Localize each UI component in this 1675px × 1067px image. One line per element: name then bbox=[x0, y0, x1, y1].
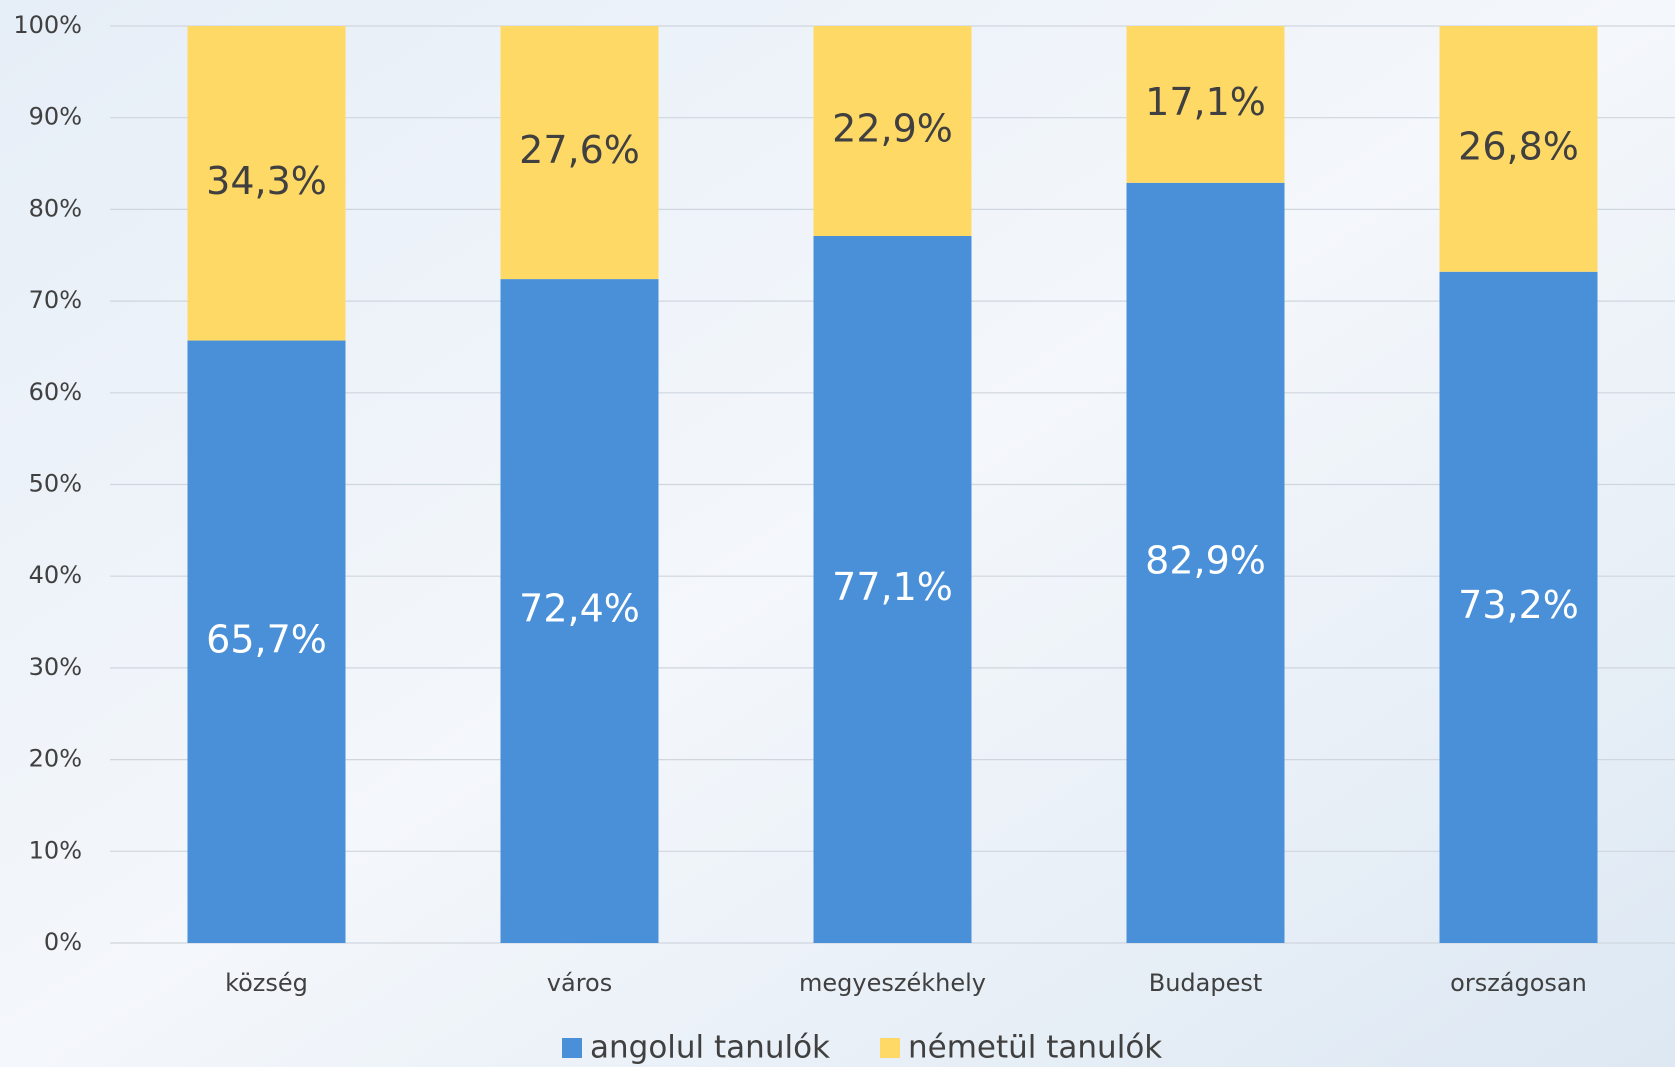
data-label: 72,4% bbox=[519, 587, 640, 631]
y-tick-label: 50% bbox=[29, 470, 82, 498]
legend-swatch bbox=[880, 1038, 900, 1058]
legend-label: angolul tanulók bbox=[590, 1030, 830, 1066]
y-tick-label: 70% bbox=[29, 286, 82, 314]
x-tick-label: Budapest bbox=[1149, 969, 1263, 997]
data-label: 27,6% bbox=[519, 128, 640, 172]
data-label: 17,1% bbox=[1145, 80, 1266, 124]
y-tick-label: 80% bbox=[29, 194, 82, 222]
y-tick-label: 90% bbox=[29, 103, 82, 131]
y-tick-label: 0% bbox=[44, 928, 82, 956]
y-tick-label: 60% bbox=[29, 378, 82, 406]
legend-swatch bbox=[562, 1038, 582, 1058]
bar-segment bbox=[1439, 271, 1598, 944]
bar-segment bbox=[500, 279, 659, 943]
x-tick-label: országosan bbox=[1450, 969, 1587, 997]
bar-segment bbox=[1126, 26, 1285, 183]
bar-segment bbox=[813, 235, 972, 944]
legend-label: németül tanulók bbox=[908, 1030, 1162, 1066]
x-tick-label: község bbox=[225, 969, 308, 997]
data-label: 82,9% bbox=[1145, 538, 1266, 582]
data-label: 34,3% bbox=[206, 159, 327, 203]
bar-segment bbox=[1126, 182, 1285, 943]
bar-segment bbox=[187, 340, 346, 943]
y-tick-label: 20% bbox=[29, 745, 82, 773]
x-tick-label: megyeszékhely bbox=[799, 969, 986, 997]
data-label: 22,9% bbox=[832, 106, 953, 150]
y-tick-label: 30% bbox=[29, 653, 82, 681]
data-label: 73,2% bbox=[1458, 583, 1579, 627]
x-tick-label: város bbox=[547, 969, 612, 997]
bar-segment bbox=[187, 26, 346, 341]
data-label: 77,1% bbox=[832, 565, 953, 609]
y-tick-label: 100% bbox=[13, 11, 82, 39]
y-tick-label: 10% bbox=[29, 836, 82, 864]
bar-segment bbox=[813, 26, 972, 236]
data-label: 26,8% bbox=[1458, 124, 1579, 168]
y-tick-label: 40% bbox=[29, 561, 82, 589]
bar-segment bbox=[1439, 26, 1598, 272]
data-label: 65,7% bbox=[206, 617, 327, 661]
bar-segment bbox=[500, 26, 659, 280]
